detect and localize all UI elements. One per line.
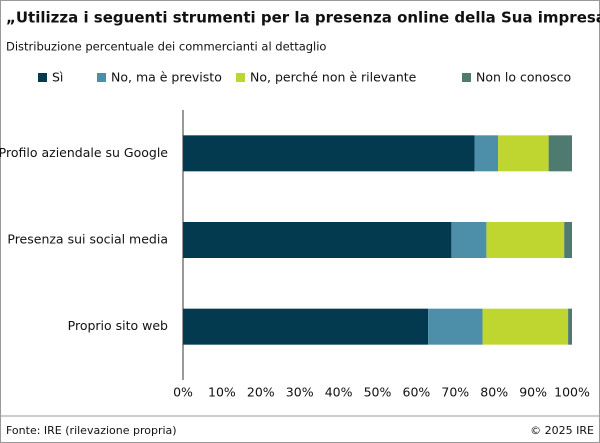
bar-segment xyxy=(486,222,565,258)
x-tick-label: 50% xyxy=(364,385,392,400)
copyright: © 2025 IRE xyxy=(530,424,594,437)
legend-label: Non lo conosco xyxy=(476,70,571,85)
y-tick-label: Presenza sui social media xyxy=(7,232,168,247)
bar-segment xyxy=(428,308,483,345)
bar-segment xyxy=(451,222,487,258)
x-tick-label: 10% xyxy=(208,385,236,400)
bar-segment xyxy=(183,308,429,345)
x-tick-label: 100% xyxy=(554,385,590,400)
x-tick-label: 20% xyxy=(247,385,275,400)
legend-label: No, ma è previsto xyxy=(111,70,222,85)
bar-segment xyxy=(564,222,572,258)
x-tick-label: 60% xyxy=(403,385,431,400)
bar-segment xyxy=(183,222,452,258)
y-tick-label: Proprio sito web xyxy=(68,318,168,333)
bar-segment xyxy=(498,135,549,172)
source: Fonte: IRE (rilevazione propria) xyxy=(6,424,177,437)
legend-swatch xyxy=(236,73,245,82)
legend-swatch xyxy=(462,73,471,82)
x-tick-label: 70% xyxy=(441,385,469,400)
legend-swatch xyxy=(38,73,47,82)
legend-label: Sì xyxy=(52,70,63,85)
bar-segment xyxy=(482,308,569,345)
x-tick-label: 30% xyxy=(286,385,314,400)
chart-title: „Utilizza i seguenti strumenti per la pr… xyxy=(6,9,600,27)
bar-segment xyxy=(474,135,499,172)
chart-subtitle: Distribuzione percentuale dei commercian… xyxy=(6,40,326,54)
legend-swatch xyxy=(97,73,106,82)
bar-segment xyxy=(183,135,475,172)
legend-label: No, perché non è rilevante xyxy=(250,70,417,85)
bar-segment xyxy=(568,308,572,345)
x-tick-label: 0% xyxy=(173,385,193,400)
x-tick-label: 40% xyxy=(325,385,353,400)
x-tick-label: 80% xyxy=(480,385,508,400)
x-tick-label: 90% xyxy=(519,385,547,400)
bar-segment xyxy=(548,135,572,172)
y-tick-label: Profilo aziendale su Google xyxy=(0,145,168,160)
